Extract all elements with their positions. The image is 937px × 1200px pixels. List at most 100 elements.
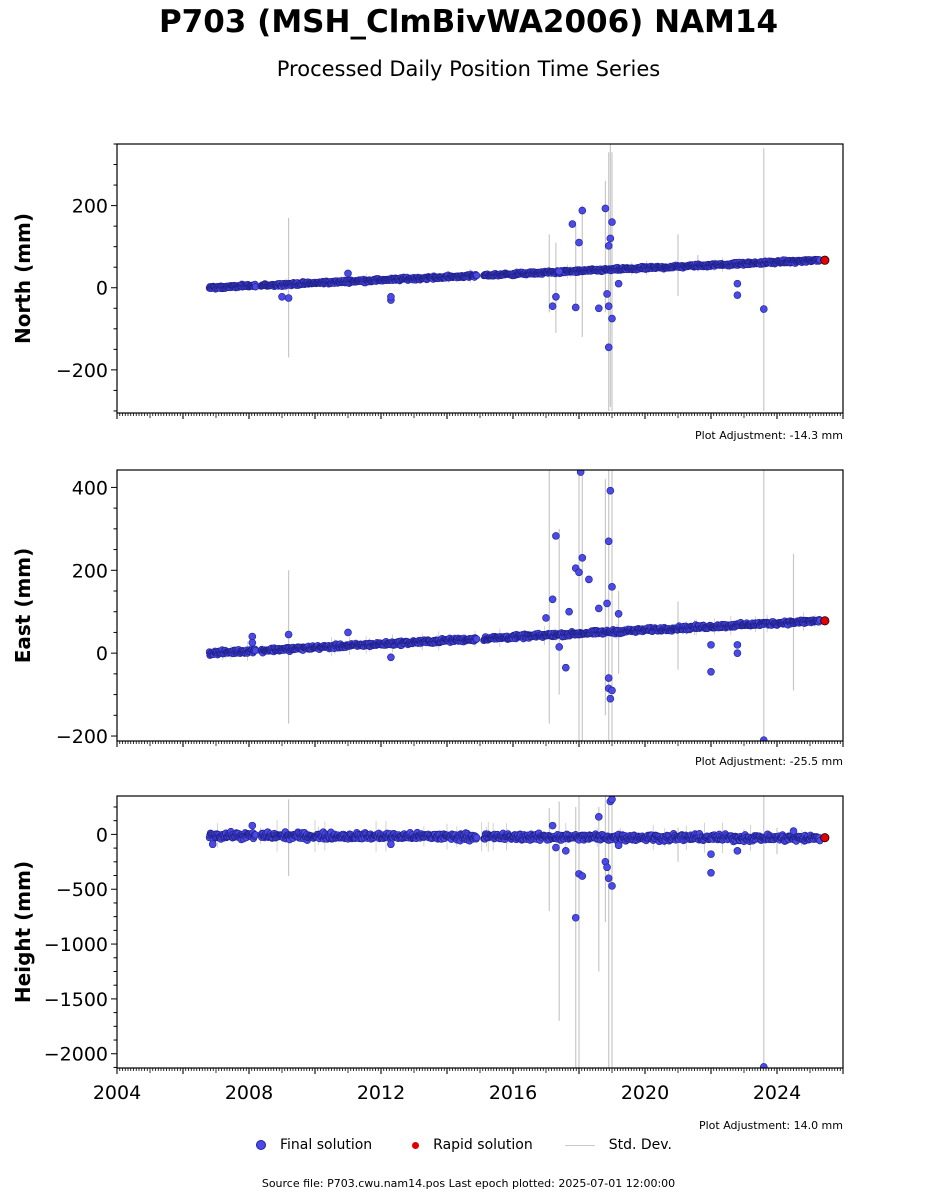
- height-final-point: [552, 843, 560, 852]
- east-final-point: [707, 667, 715, 676]
- east-plot-adjustment: Plot Adjustment: -25.5 mm: [695, 755, 843, 768]
- height-final-point: [608, 796, 616, 804]
- legend-item-stddev: Std. Dev.: [564, 1137, 672, 1153]
- height-ytick-label: −500: [56, 879, 108, 901]
- north-final-point: [387, 292, 395, 301]
- east-final-point: [387, 653, 395, 662]
- height-ytick-label: −2000: [44, 1044, 108, 1066]
- north-final-point: [575, 238, 583, 247]
- height-plot-adjustment: Plot Adjustment: 14.0 mm: [698, 1119, 843, 1132]
- height-final-point: [548, 821, 557, 830]
- height-ylabel: Height (mm): [11, 861, 35, 1003]
- east-final-point: [552, 532, 560, 540]
- height-data: [205, 796, 830, 1068]
- east-final-point: [555, 643, 564, 651]
- north-final-point: [604, 242, 613, 250]
- source-footer: Source file: P703.cwu.nam14.pos Last epo…: [261, 1177, 676, 1190]
- north-final-point: [571, 303, 580, 312]
- east-rapid-point: [820, 616, 830, 626]
- east-final-point: [606, 486, 615, 495]
- north-final-point: [568, 220, 577, 228]
- east-final-point: [578, 554, 587, 562]
- height-xtick-label: 2016: [489, 1082, 537, 1104]
- north-final-point: [344, 269, 352, 278]
- final-solution-marker-icon: [256, 1140, 266, 1150]
- north-axes-frame: [116, 143, 844, 414]
- east-final-point: [542, 614, 550, 622]
- legend-label-stddev: Std. Dev.: [608, 1137, 672, 1153]
- height-final-point: [208, 840, 217, 849]
- north-final-point: [594, 304, 603, 313]
- height-final-point: [733, 847, 742, 855]
- north-final-point: [278, 292, 286, 301]
- legend-item-rapid: Rapid solution: [404, 1137, 533, 1153]
- height-final-point: [571, 913, 580, 922]
- east-data: [205, 470, 830, 741]
- east-ytick-label: 200: [72, 560, 108, 582]
- north-final-point: [608, 314, 616, 323]
- east-final-point: [561, 663, 570, 672]
- east-final-point: [576, 470, 585, 476]
- north-final-point: [601, 204, 610, 213]
- height-final-point: [248, 821, 257, 830]
- east-final-point: [606, 694, 615, 703]
- chart-title: P703 (MSH_ClmBivWA2006) NAM14: [158, 4, 779, 40]
- north-final-point: [733, 291, 742, 299]
- north-final-point: [555, 267, 564, 276]
- north-final-point: [604, 343, 613, 352]
- height-final-point: [614, 841, 623, 850]
- height-xtick-label: 2004: [93, 1082, 141, 1104]
- east-final-point: [585, 575, 593, 584]
- height-final-point: [789, 827, 798, 835]
- height-rapid-point: [820, 833, 830, 843]
- north-final-point: [552, 292, 560, 301]
- east-final-point: [608, 686, 616, 695]
- north-final-point: [606, 234, 615, 243]
- north-final-point: [733, 279, 742, 288]
- height-ytick-label: −1500: [44, 989, 108, 1011]
- north-data: [205, 144, 830, 411]
- east-final-point: [608, 583, 616, 591]
- north-ytick-label: 200: [72, 196, 108, 218]
- height-final-point: [760, 1063, 768, 1068]
- east-final-point: [733, 641, 742, 649]
- north-final-point: [604, 302, 613, 311]
- east-ylabel: East (mm): [11, 548, 35, 664]
- height-xtick-label: 2024: [753, 1082, 801, 1104]
- east-final-point: [603, 599, 611, 608]
- east-ytick-label: −200: [56, 726, 108, 748]
- east-panel: −200 0 200 400 East (mm): [11, 469, 844, 748]
- north-ylabel: North (mm): [11, 213, 35, 344]
- east-ytick-label: 400: [72, 477, 108, 499]
- east-final-point: [575, 568, 583, 577]
- north-ytick-label: 0: [96, 278, 108, 300]
- east-final-point: [604, 674, 613, 682]
- east-final-point: [548, 595, 557, 604]
- east-ytick-label: 0: [96, 643, 108, 665]
- height-final-point: [561, 847, 570, 855]
- east-final-point: [707, 641, 715, 649]
- height-final-point: [578, 872, 587, 880]
- height-ytick-label: −1000: [44, 934, 108, 956]
- height-final-point: [594, 813, 603, 821]
- legend-item-final: Final solution: [248, 1137, 372, 1153]
- height-final-point: [604, 874, 613, 883]
- east-final-point: [344, 628, 352, 637]
- height-xtick-label: 2008: [225, 1082, 273, 1104]
- north-final-point: [473, 271, 481, 280]
- legend-label-final: Final solution: [280, 1137, 373, 1153]
- east-final-point: [733, 649, 742, 657]
- north-final-point: [608, 218, 616, 226]
- height-final-point: [707, 850, 715, 858]
- north-final-point: [284, 294, 293, 302]
- east-final-point: [473, 635, 481, 643]
- north-final-point: [603, 290, 611, 298]
- north-final-point: [548, 302, 557, 311]
- east-final-point: [248, 638, 257, 647]
- height-panel: −2000 −1500 −1000 −500 0 2004 2008 2012 2016 2020…: [11, 795, 844, 1104]
- east-final-point: [760, 736, 768, 741]
- height-final-point: [608, 882, 616, 890]
- legend: Final solution Rapid solution Std. Dev.: [248, 1137, 704, 1153]
- east-final-point: [284, 630, 293, 639]
